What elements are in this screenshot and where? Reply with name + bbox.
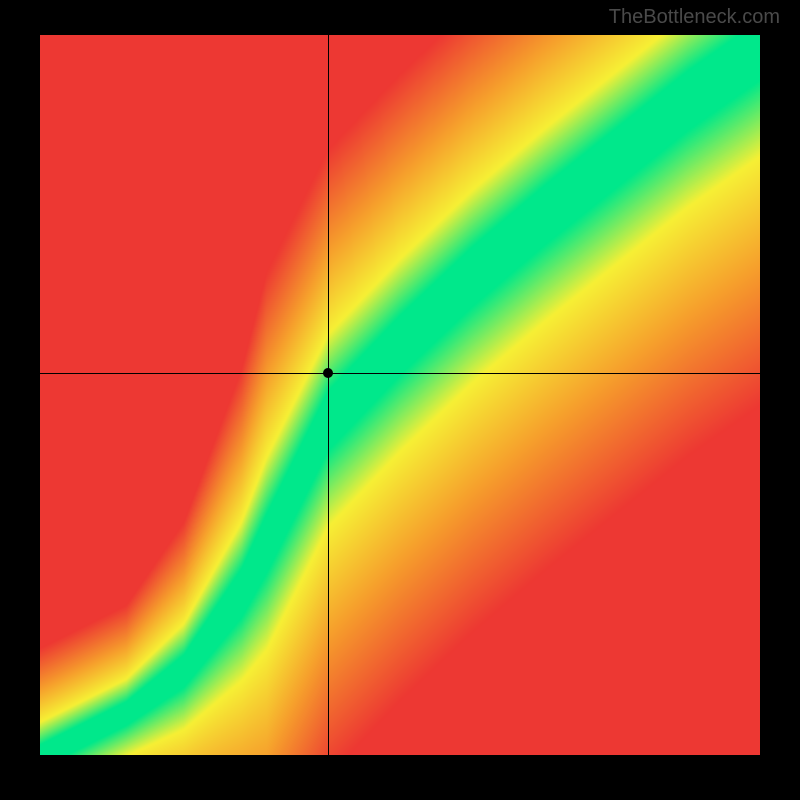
- crosshair-vertical: [328, 35, 329, 755]
- marker-dot: [323, 368, 333, 378]
- watermark-text: TheBottleneck.com: [609, 6, 780, 29]
- crosshair-horizontal: [40, 373, 760, 374]
- heatmap-canvas: [40, 35, 760, 755]
- plot-area: [40, 35, 760, 755]
- chart-container: TheBottleneck.com: [0, 0, 800, 800]
